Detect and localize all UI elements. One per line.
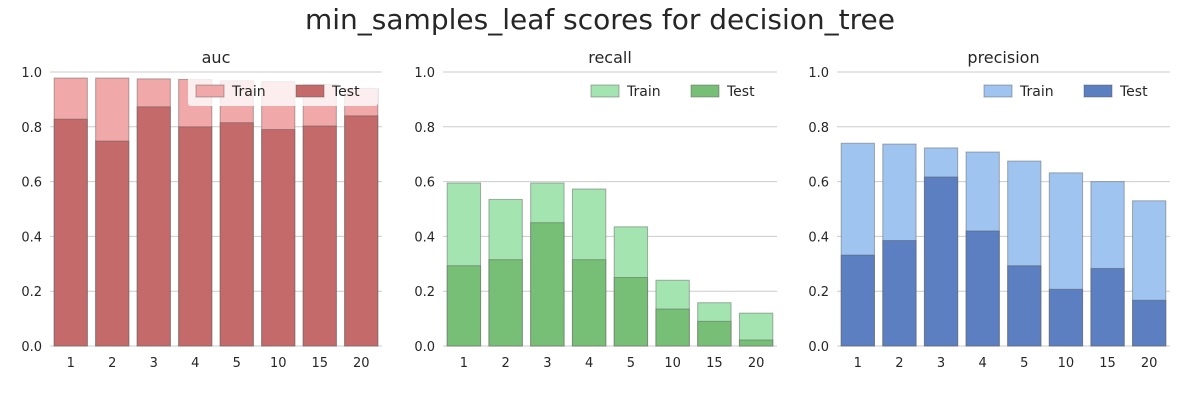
chart-title: auc [202, 48, 231, 67]
x-tick-label: 2 [895, 356, 903, 371]
bar-test [965, 230, 1000, 347]
bar-test [1048, 288, 1084, 347]
y-tick-label: 0.4 [414, 230, 435, 245]
bar-test [655, 308, 690, 347]
legend-swatch-test [690, 84, 720, 98]
x-tick-label: 3 [150, 356, 158, 371]
legend-swatch-test [295, 84, 325, 98]
bar-test [1007, 265, 1042, 347]
y-tick-label: 0.6 [808, 176, 829, 191]
y-tick-label: 1.0 [808, 66, 829, 81]
y-tick-label: 0.0 [414, 340, 435, 355]
legend-swatch-train [195, 84, 225, 98]
legend: Train Test [188, 76, 378, 106]
bar-test [613, 277, 649, 347]
x-tick-label: 15 [311, 356, 328, 371]
x-tick-label: 3 [543, 356, 551, 371]
y-tick-label: 0.4 [808, 230, 829, 245]
bar-test [1090, 267, 1125, 347]
legend-swatch-train [590, 84, 620, 98]
bar-test [344, 115, 379, 347]
x-tick-label: 20 [353, 356, 370, 371]
x-tick-label: 4 [191, 356, 199, 371]
x-tick-label: 10 [664, 356, 681, 371]
y-tick-label: 0.2 [21, 285, 42, 300]
bar-test [488, 259, 523, 347]
bar-test [697, 320, 732, 347]
x-tick-label: 1 [67, 356, 75, 371]
bar-test [571, 259, 607, 347]
bar-test [219, 122, 254, 347]
x-tick-label: 15 [706, 356, 723, 371]
bar-test [446, 265, 482, 347]
legend-label-test: Test [1119, 84, 1148, 100]
y-tick-label: 0.4 [21, 230, 42, 245]
y-tick-label: 1.0 [21, 66, 42, 81]
bar-test [302, 125, 337, 347]
chart-title: recall [588, 48, 632, 67]
x-tick-label: 20 [1141, 356, 1158, 371]
y-tick-label: 0.6 [414, 176, 435, 191]
bar-test [923, 176, 959, 347]
legend-label-test: Test [726, 84, 755, 100]
x-tick-label: 1 [854, 356, 862, 371]
bar-test [136, 106, 171, 347]
bar-test [95, 140, 130, 347]
y-tick-label: 0.0 [21, 340, 42, 355]
y-tick-label: 0.8 [414, 121, 435, 136]
y-tick-label: 1.0 [414, 66, 435, 81]
x-tick-label: 2 [501, 356, 509, 371]
y-tick-label: 0.6 [21, 176, 42, 191]
x-tick-label: 3 [937, 356, 945, 371]
bar-test [1132, 299, 1167, 347]
legend-label-train: Train [231, 84, 266, 100]
bar-test [738, 339, 774, 347]
bar-test [178, 126, 213, 347]
legend-box [188, 76, 378, 106]
y-tick-label: 0.8 [21, 121, 42, 136]
figure-title: min_samples_leaf scores for decision_tre… [305, 3, 895, 36]
x-tick-label: 10 [1058, 356, 1075, 371]
bar-test [261, 129, 296, 347]
x-tick-label: 4 [979, 356, 987, 371]
legend: Train Test [976, 76, 1166, 106]
bar-test [882, 240, 917, 347]
x-tick-label: 20 [748, 356, 765, 371]
legend-label-train: Train [1019, 84, 1054, 100]
legend: Train Test [583, 76, 773, 106]
bar-test [840, 254, 875, 347]
x-tick-label: 4 [585, 356, 593, 371]
bar-test [53, 118, 88, 347]
y-tick-label: 0.2 [414, 285, 435, 300]
y-tick-label: 0.8 [808, 121, 829, 136]
chart-panel-precision: precision 0.0 0.2 0.4 0.6 0.8 1.0 1 2 3 4 5 10 15 20 Tr… [808, 48, 1170, 371]
legend-label-train: Train [626, 84, 661, 100]
x-tick-label: 1 [460, 356, 468, 371]
x-tick-label: 5 [233, 356, 241, 371]
legend-swatch-test [1083, 84, 1113, 98]
x-tick-label: 5 [627, 356, 635, 371]
x-tick-label: 15 [1099, 356, 1116, 371]
x-tick-label: 2 [108, 356, 116, 371]
x-tick-label: 10 [270, 356, 287, 371]
bar-test [530, 222, 565, 347]
y-tick-label: 0.2 [808, 285, 829, 300]
chart-panel-auc: auc 0.0 0.2 0.4 0.6 0.8 1.0 1 2 3 4 5 10 15 20 Train Tes… [21, 48, 382, 371]
legend-swatch-train [983, 84, 1013, 98]
legend-box [583, 76, 773, 106]
y-tick-label: 0.0 [808, 340, 829, 355]
legend-label-test: Test [331, 84, 360, 100]
chart-panel-recall: recall 0.0 0.2 0.4 0.6 0.8 1.0 1 2 3 4 5 10 15 20 Train… [414, 48, 777, 371]
legend-box [976, 76, 1166, 106]
x-tick-label: 5 [1020, 356, 1028, 371]
chart-title: precision [967, 48, 1039, 67]
